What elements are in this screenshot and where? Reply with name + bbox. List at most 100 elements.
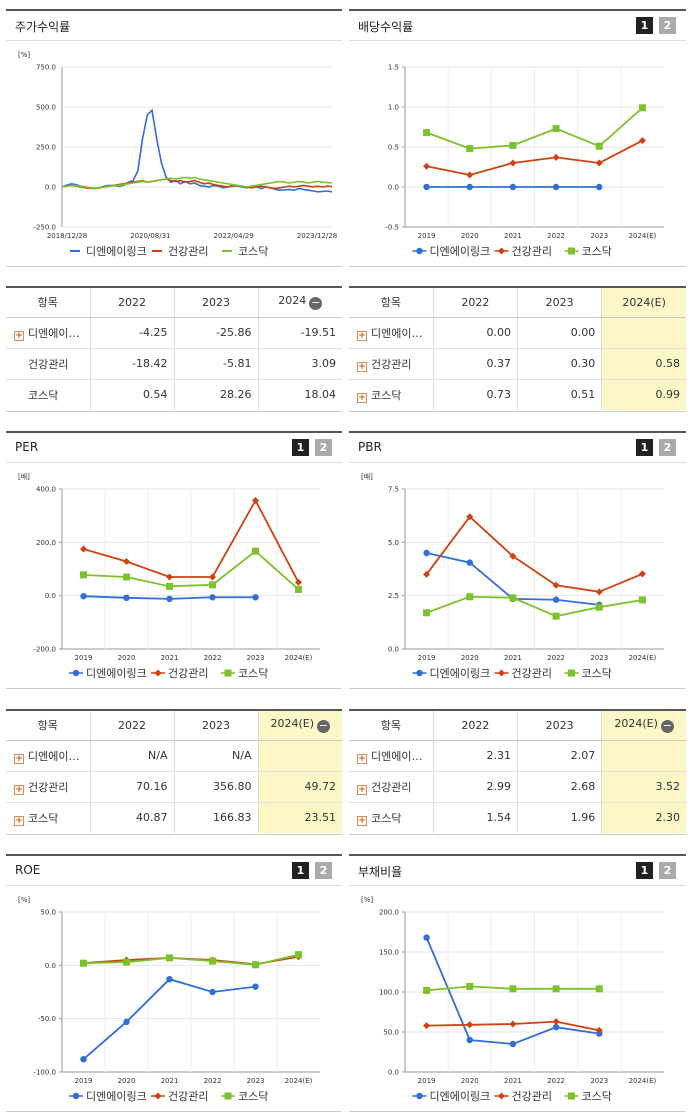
series-line — [82, 978, 256, 1060]
value-cell: 0.58 — [601, 348, 686, 380]
legend-item: 건강관리 — [152, 245, 208, 258]
x-tick-label: 2019 — [418, 654, 436, 662]
data-table: 항목 2022 2023 2024(E) − + 디엔에이… 2.31 2.07 + 건강관리 2.9… — [349, 711, 686, 833]
table-row: + 디엔에이… N/A N/A — [6, 740, 342, 772]
page-2-button[interactable]: 2 — [659, 862, 676, 879]
expand-icon[interactable]: + — [14, 784, 24, 795]
expand-icon[interactable]: + — [357, 753, 367, 764]
page-2-button[interactable]: 2 — [315, 439, 332, 456]
series-line — [61, 108, 333, 193]
expand-icon[interactable]: + — [357, 815, 367, 826]
expand-icon[interactable]: + — [357, 392, 367, 403]
pager: 1 2 — [292, 862, 332, 879]
data-point — [252, 497, 259, 505]
y-tick-label: 7.5 — [388, 486, 399, 494]
row-label: + 코스닥 — [357, 811, 402, 826]
expand-icon[interactable]: + — [357, 784, 367, 795]
value-cell: 1.54 — [432, 802, 518, 833]
page-1-button[interactable]: 1 — [636, 17, 653, 34]
legend-label: 코스닥 — [238, 667, 268, 680]
expand-icon[interactable]: + — [14, 815, 24, 826]
expand-icon[interactable]: + — [14, 330, 24, 341]
expand-icon[interactable]: + — [357, 330, 367, 341]
value-cell: 3.09 — [257, 348, 342, 380]
expand-icon[interactable]: + — [357, 361, 367, 372]
series-line — [426, 107, 644, 150]
value-cell: 40.87 — [89, 802, 174, 833]
data-point — [123, 958, 130, 966]
data-point — [552, 985, 560, 993]
y-tick-label: 5.0 — [388, 539, 399, 547]
value-cell: 18.04 — [257, 379, 342, 410]
x-tick-label: 2022 — [547, 232, 565, 240]
legend-label: 건강관리 — [512, 245, 552, 258]
collapse-icon[interactable]: − — [309, 296, 323, 311]
page-2-button[interactable]: 2 — [659, 17, 676, 34]
table-row: + 코스닥 40.87 166.83 23.51 — [6, 802, 342, 833]
row-label: + 건강관리 — [6, 771, 90, 803]
legend-item: 건강관리 — [494, 667, 552, 680]
y-tick-label: -100.0 — [33, 1069, 56, 1077]
y-tick-label: 0.0 — [45, 592, 56, 600]
legend-label: 건강관리 — [512, 667, 552, 680]
panel-title: ROE — [15, 863, 41, 877]
y-tick-label: -0.5 — [385, 224, 399, 232]
legend-item: 코스닥 — [222, 245, 268, 258]
x-tick-label: 2020 — [461, 654, 479, 662]
data-point — [466, 559, 473, 566]
page-1-button[interactable]: 1 — [636, 862, 653, 879]
row-label: + 코스닥 — [14, 811, 59, 826]
data-point — [423, 934, 430, 941]
collapse-icon[interactable]: − — [317, 719, 331, 734]
expand-icon[interactable]: + — [14, 753, 24, 764]
y-tick-label: 500.0 — [36, 104, 56, 112]
y-tick-label: 2.5 — [388, 592, 399, 600]
data-point — [80, 1056, 87, 1063]
x-tick-label: 2019 — [75, 654, 93, 662]
y-tick-label: 200.0 — [36, 539, 56, 547]
value-cell — [601, 317, 686, 349]
x-tick-label: 2023 — [590, 1077, 608, 1085]
page-1-button[interactable]: 1 — [292, 862, 309, 879]
y-tick-label: 50.0 — [40, 909, 56, 917]
data-point — [595, 588, 603, 596]
data-point — [552, 1018, 560, 1026]
data-point — [552, 153, 560, 161]
y-tick-label: -250.0 — [33, 224, 56, 232]
pbr-chart: [배] 7.5 5.0 2.5 0.0 2019 2020 2021 2022 2023 2024(… — [361, 472, 664, 680]
page-1-button[interactable]: 1 — [292, 439, 309, 456]
panel-header: 주가수익률 — [6, 11, 342, 41]
data-point — [638, 596, 646, 604]
value-cell: 49.72 — [257, 771, 342, 803]
value-cell: -4.25 — [89, 317, 174, 349]
collapse-icon[interactable]: − — [660, 719, 674, 734]
x-tick-label: 2022/04/29 — [213, 232, 253, 240]
stock-return-panel: 주가수익률 [%] 750.0 500.0 250.0 0.0 -250.0 2018/12… — [6, 9, 342, 267]
data-point — [295, 951, 302, 959]
data-point — [123, 594, 130, 601]
per-panel: PER 1 2 [배] 400.0 200.0 0.0 -200.0 2019 2020 20… — [6, 431, 342, 689]
legend-item: 코스닥 — [564, 667, 612, 680]
header-cell: 2024(E) − — [601, 711, 686, 741]
data-point — [423, 129, 431, 137]
legend-item: 디엔에이링크 — [412, 667, 490, 680]
x-tick-label: 2018/12/28 — [47, 232, 87, 240]
series-line — [425, 515, 643, 593]
value-cell: 356.80 — [173, 771, 258, 803]
value-cell: 0.54 — [89, 379, 174, 410]
data-point — [80, 571, 87, 579]
value-cell: 2.99 — [432, 771, 518, 803]
legend-item: 디엔에이링크 — [69, 667, 147, 680]
data-point — [568, 247, 575, 255]
x-tick-label: 2023 — [247, 654, 265, 662]
value-cell: 0.51 — [516, 379, 602, 410]
data-point — [466, 183, 473, 191]
data-table: 항목 2022 2023 2024(E) − + 디엔에이… N/A N/A + 건강관리 70.16… — [6, 711, 342, 833]
page-1-button[interactable]: 1 — [636, 439, 653, 456]
legend-item: 건강관리 — [151, 667, 208, 680]
x-tick-label: 2020 — [118, 1077, 136, 1085]
pager: 1 2 — [636, 862, 676, 879]
page-2-button[interactable]: 2 — [315, 862, 332, 879]
data-point — [466, 171, 474, 179]
page-2-button[interactable]: 2 — [659, 439, 676, 456]
